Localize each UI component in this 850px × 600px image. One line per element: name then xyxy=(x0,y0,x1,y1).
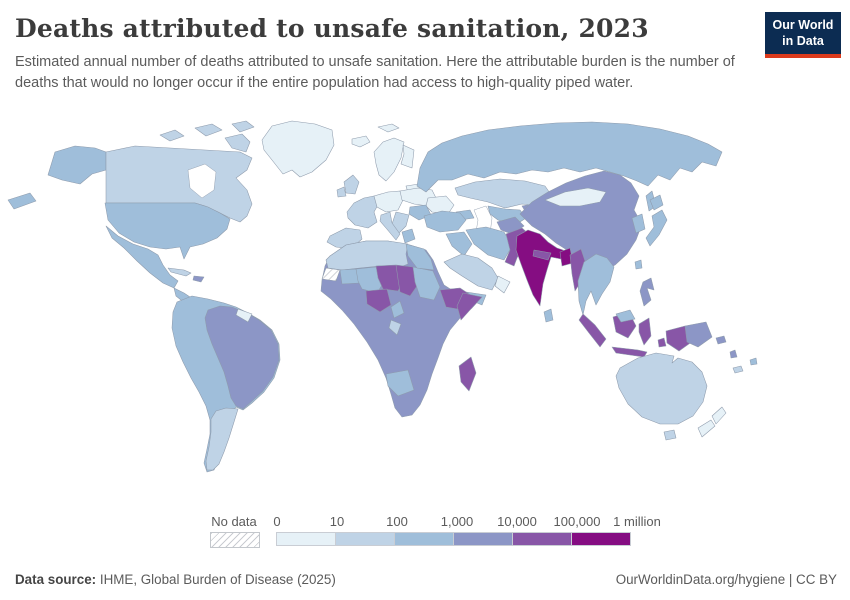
data-source-label: Data source: xyxy=(15,572,97,587)
legend-color-bar[interactable] xyxy=(276,532,631,546)
country-indonesia-java[interactable] xyxy=(611,346,648,358)
country-svalbard[interactable] xyxy=(377,123,400,133)
country-vanuatu[interactable] xyxy=(729,349,738,359)
country-france[interactable] xyxy=(346,195,380,229)
legend-tick-10000: 10,000 xyxy=(497,514,537,529)
owid-logo-line1: Our World xyxy=(772,18,834,32)
country-indonesia-maluku[interactable] xyxy=(657,337,667,348)
owid-logo[interactable]: Our World in Data xyxy=(765,12,841,59)
country-korea[interactable] xyxy=(631,213,646,234)
country-russia[interactable] xyxy=(416,121,723,193)
country-papua-new-guinea[interactable] xyxy=(684,321,713,348)
country-arctic-islands[interactable] xyxy=(159,129,185,142)
country-greece[interactable] xyxy=(401,228,416,244)
legend-swatch-5[interactable] xyxy=(512,532,572,546)
country-guyanas[interactable] xyxy=(235,308,253,323)
country-indonesia-sumatra[interactable] xyxy=(578,313,607,348)
chart-footer: Data source: IHME, Global Burden of Dise… xyxy=(0,566,850,600)
legend-swatch-6[interactable] xyxy=(571,532,631,546)
country-arctic-islands[interactable] xyxy=(194,123,223,137)
country-saudi-arabia[interactable] xyxy=(443,253,499,291)
country-gabon-congo[interactable] xyxy=(388,319,402,336)
country-oman[interactable] xyxy=(494,275,511,294)
country-turkey[interactable] xyxy=(423,210,467,233)
owid-link[interactable]: OurWorldinData.org/hygiene | CC BY xyxy=(615,572,837,587)
country-madagascar[interactable] xyxy=(458,356,477,392)
legend-swatch-4[interactable] xyxy=(453,532,513,546)
country-tasmania[interactable] xyxy=(663,429,677,441)
country-sri-lanka[interactable] xyxy=(543,308,554,323)
map-legend: No data 0 10 100 1,000 10,000 100,000 1 … xyxy=(0,512,850,552)
country-japan[interactable] xyxy=(645,209,668,247)
country-philippines[interactable] xyxy=(639,277,655,307)
country-namibia-botswana[interactable] xyxy=(385,369,415,397)
country-new-zealand-south[interactable] xyxy=(697,419,716,438)
country-new-zealand-north[interactable] xyxy=(711,406,727,425)
country-somalia[interactable] xyxy=(456,292,483,321)
legend-tick-1000: 1,000 xyxy=(440,514,474,529)
country-italy[interactable] xyxy=(379,211,401,241)
hudson-bay xyxy=(187,163,217,199)
country-indonesia-sulawesi[interactable] xyxy=(638,317,652,346)
country-argentina-chile[interactable] xyxy=(205,407,239,471)
country-syria-iraq[interactable] xyxy=(445,231,473,257)
country-arctic-islands[interactable] xyxy=(231,120,255,133)
country-alaska[interactable] xyxy=(47,145,107,185)
data-source: Data source: IHME, Global Burden of Dise… xyxy=(15,572,336,587)
page-title: Deaths attributed to unsafe sanitation, … xyxy=(15,14,649,43)
country-new-caledonia[interactable] xyxy=(732,365,744,374)
legend-tick-0: 0 xyxy=(273,514,281,529)
legend-no-data-swatch[interactable] xyxy=(210,532,260,548)
legend-swatch-2[interactable] xyxy=(335,532,395,546)
country-nigeria[interactable] xyxy=(365,288,392,313)
legend-swatch-1[interactable] xyxy=(276,532,336,546)
legend-swatch-3[interactable] xyxy=(394,532,454,546)
legend-tick-1million: 1 million xyxy=(613,514,661,529)
country-western-sahara[interactable] xyxy=(321,267,341,282)
legend-tick-100000: 100,000 xyxy=(553,514,601,529)
country-norway-sweden[interactable] xyxy=(373,137,405,182)
country-cuba[interactable] xyxy=(167,267,192,277)
country-germany-central-europe[interactable] xyxy=(373,190,404,213)
country-japan-hokkaido[interactable] xyxy=(649,194,664,211)
country-sudan[interactable] xyxy=(412,266,441,301)
owid-logo-line2: in Data xyxy=(782,33,824,48)
country-taiwan[interactable] xyxy=(634,259,643,270)
country-uk[interactable] xyxy=(343,174,360,195)
country-baffin-island[interactable] xyxy=(224,133,251,153)
country-chukotka-sliver[interactable] xyxy=(7,192,37,210)
country-mongolia[interactable] xyxy=(544,187,607,207)
country-greenland[interactable] xyxy=(261,120,335,178)
country-malaysia-north-borneo[interactable] xyxy=(615,309,636,323)
country-usa[interactable] xyxy=(104,202,231,260)
country-nepal[interactable] xyxy=(532,249,552,261)
country-cameroon[interactable] xyxy=(390,300,405,319)
country-australia[interactable] xyxy=(615,352,708,425)
country-ireland[interactable] xyxy=(336,186,347,198)
data-source-text: IHME, Global Burden of Disease (2025) xyxy=(96,572,336,587)
country-mexico[interactable] xyxy=(105,225,179,289)
country-iran[interactable] xyxy=(465,226,513,261)
country-india[interactable] xyxy=(515,229,567,307)
country-haiti[interactable] xyxy=(192,275,205,283)
country-china[interactable] xyxy=(519,170,643,273)
country-indochina[interactable] xyxy=(577,253,615,316)
country-egypt[interactable] xyxy=(405,243,435,271)
legend-no-data-label: No data xyxy=(211,514,257,529)
country-fiji[interactable] xyxy=(749,357,758,366)
country-iceland[interactable] xyxy=(351,135,371,148)
country-finland[interactable] xyxy=(400,144,415,169)
legend-tick-10: 10 xyxy=(329,514,345,529)
legend-tick-100: 100 xyxy=(386,514,408,529)
country-solomon-islands[interactable] xyxy=(715,335,727,345)
chart-subtitle: Estimated annual number of deaths attrib… xyxy=(15,54,735,91)
